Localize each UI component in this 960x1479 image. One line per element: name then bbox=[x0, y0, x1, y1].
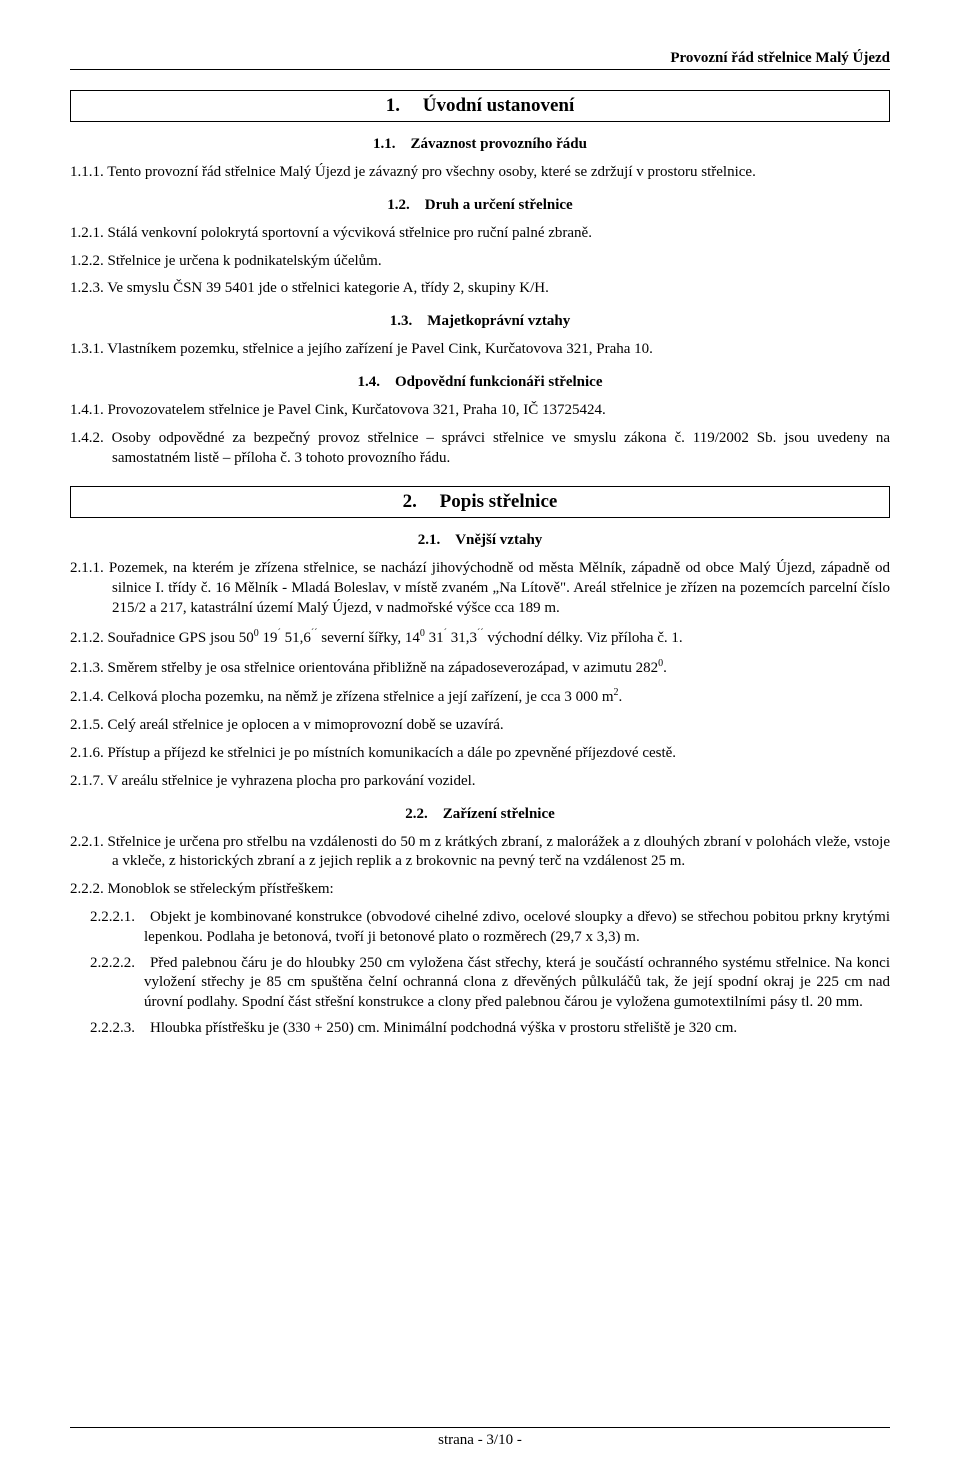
subhead-2-1-title: Vnější vztahy bbox=[455, 532, 542, 548]
para-2-2-2-2: 2.2.2.2. Před palebnou čáru je do hloubk… bbox=[70, 954, 890, 1013]
running-header: Provozní řád střelnice Malý Újezd bbox=[70, 50, 890, 67]
section-2-box: 2. Popis střelnice bbox=[70, 486, 890, 518]
para-2-1-6: 2.1.6. Přístup a příjezd ke střelnici je… bbox=[70, 744, 890, 764]
subhead-2-2: 2.2. Zařízení střelnice bbox=[70, 806, 890, 823]
para-2-1-2-c: 51,6 bbox=[281, 630, 311, 646]
subhead-1-3-num: 1.3. bbox=[390, 313, 413, 329]
subhead-2-1-num: 2.1. bbox=[418, 532, 441, 548]
subhead-1-1-title: Závaznost provozního řádu bbox=[411, 136, 587, 152]
subhead-1-4: 1.4. Odpovědní funkcionáři střelnice bbox=[70, 374, 890, 391]
para-1-2-1: 1.2.1. Stálá venkovní polokrytá sportovn… bbox=[70, 224, 890, 244]
para-2-1-5: 2.1.5. Celý areál střelnice je oplocen a… bbox=[70, 716, 890, 736]
para-2-2-2-1: 2.2.2.1. Objekt je kombinované konstrukc… bbox=[70, 908, 890, 948]
para-1-4-1: 1.4.1. Provozovatelem střelnice je Pavel… bbox=[70, 401, 890, 421]
para-2-1-3: 2.1.3. Směrem střelby je osa střelnice o… bbox=[70, 657, 890, 679]
para-2-1-4: 2.1.4. Celková plocha pozemku, na němž j… bbox=[70, 686, 890, 708]
section-2-title-text: Popis střelnice bbox=[440, 491, 558, 512]
para-2-1-4-a: 2.1.4. Celková plocha pozemku, na němž j… bbox=[70, 689, 614, 705]
section-2-num: 2. bbox=[403, 491, 417, 512]
subhead-1-3: 1.3. Majetkoprávní vztahy bbox=[70, 313, 890, 330]
subhead-1-4-num: 1.4. bbox=[357, 374, 380, 390]
para-2-1-3-b: . bbox=[663, 660, 667, 676]
para-1-2-2: 1.2.2. Střelnice je určena k podnikatels… bbox=[70, 252, 890, 272]
subhead-2-2-num: 2.2. bbox=[405, 806, 428, 822]
para-2-2-2-3: 2.2.2.3. Hloubka přístřešku je (330 + 25… bbox=[70, 1019, 890, 1039]
para-1-1-1: 1.1.1. Tento provozní řád střelnice Malý… bbox=[70, 163, 890, 183]
para-2-1-2-b: 19 bbox=[259, 630, 278, 646]
para-2-2-2: 2.2.2. Monoblok se střeleckým přístřeške… bbox=[70, 880, 890, 900]
page: Provozní řád střelnice Malý Újezd 1. Úvo… bbox=[0, 0, 960, 1479]
subhead-2-1: 2.1. Vnější vztahy bbox=[70, 532, 890, 549]
para-2-1-2-e: 31 bbox=[425, 630, 444, 646]
subhead-1-1-num: 1.1. bbox=[373, 136, 396, 152]
para-2-2-1: 2.2.1. Střelnice je určena pro střelbu n… bbox=[70, 833, 890, 873]
para-2-1-2-a: 2.1.2. Souřadnice GPS jsou 50 bbox=[70, 630, 254, 646]
para-2-1-1: 2.1.1. Pozemek, na kterém je zřízena stř… bbox=[70, 559, 890, 618]
para-1-3-1: 1.3.1. Vlastníkem pozemku, střelnice a j… bbox=[70, 340, 890, 360]
subhead-2-2-title: Zařízení střelnice bbox=[443, 806, 555, 822]
subhead-1-2-num: 1.2. bbox=[387, 197, 410, 213]
para-2-1-7: 2.1.7. V areálu střelnice je vyhrazena p… bbox=[70, 772, 890, 792]
para-2-1-4-b: . bbox=[619, 689, 623, 705]
para-2-1-2-g: východní délky. Viz příloha č. 1. bbox=[484, 630, 683, 646]
subhead-1-1: 1.1. Závaznost provozního řádu bbox=[70, 136, 890, 153]
para-1-2-3: 1.2.3. Ve smyslu ČSN 39 5401 jde o střel… bbox=[70, 279, 890, 299]
section-1-title bbox=[404, 95, 423, 116]
para-2-1-3-a: 2.1.3. Směrem střelby je osa střelnice o… bbox=[70, 660, 658, 676]
para-2-1-2: 2.1.2. Souřadnice GPS jsou 500 19´ 51,6´… bbox=[70, 627, 890, 649]
page-footer: strana - 3/10 - bbox=[70, 1427, 890, 1449]
para-2-1-2-f: 31,3 bbox=[447, 630, 477, 646]
sup-sec-1: ´´ bbox=[311, 628, 318, 639]
subhead-1-3-title: Majetkoprávní vztahy bbox=[427, 313, 570, 329]
footer-rule bbox=[70, 1427, 890, 1428]
para-2-1-2-d: severní šířky, 14 bbox=[318, 630, 420, 646]
section-1-num: 1. bbox=[386, 95, 400, 116]
header-rule bbox=[70, 69, 890, 70]
sup-sec-2: ´´ bbox=[477, 628, 484, 639]
subhead-1-2: 1.2. Druh a určení střelnice bbox=[70, 197, 890, 214]
section-1-title-text: Úvodní ustanovení bbox=[423, 95, 575, 116]
subhead-1-4-title: Odpovědní funkcionáři střelnice bbox=[395, 374, 603, 390]
footer-page-number: strana - 3/10 - bbox=[70, 1432, 890, 1449]
para-1-4-2: 1.4.2. Osoby odpovědné za bezpečný provo… bbox=[70, 429, 890, 469]
subhead-1-2-title: Druh a určení střelnice bbox=[425, 197, 573, 213]
section-1-box: 1. Úvodní ustanovení bbox=[70, 90, 890, 122]
